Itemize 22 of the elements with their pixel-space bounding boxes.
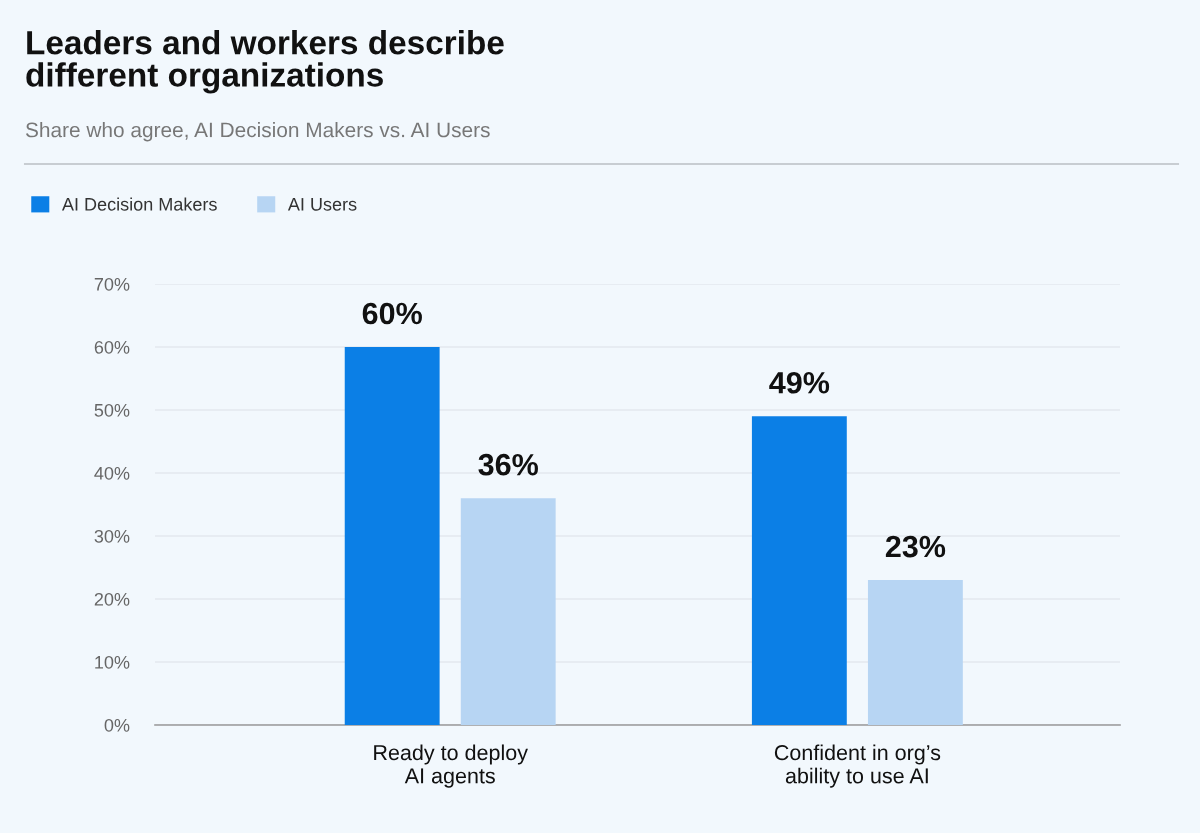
y-tick-label: 60%: [94, 340, 130, 354]
y-tick-label: 50%: [94, 403, 130, 417]
x-tick-label: Confident in org’s ability to use AI: [774, 744, 941, 788]
data-label: 36%: [478, 453, 538, 476]
data-label: 23%: [885, 535, 946, 558]
bar: [751, 416, 847, 725]
y-tick-label: 0%: [104, 718, 130, 732]
chart-title: Leaders and workers describe different organizations: [26, 30, 504, 94]
bar: [460, 498, 556, 725]
x-tick-label: Ready to deploy AI agents: [374, 744, 528, 788]
legend-label: AI Decision Makers: [61, 197, 217, 211]
data-label: 60%: [362, 302, 422, 325]
y-tick-label: 30%: [94, 529, 130, 543]
y-tick-label: 10%: [95, 655, 130, 669]
y-tick-label: 40%: [94, 466, 130, 480]
data-label: 49%: [769, 371, 830, 394]
bar: [867, 580, 963, 725]
legend-label: AI Users: [287, 198, 357, 211]
chart-subtitle: Share who agree, AI Decision Makers vs. AI Users: [25, 122, 490, 142]
y-tick-label: 20%: [94, 592, 130, 606]
bar: [344, 347, 440, 725]
y-tick-label: 70%: [94, 277, 130, 291]
